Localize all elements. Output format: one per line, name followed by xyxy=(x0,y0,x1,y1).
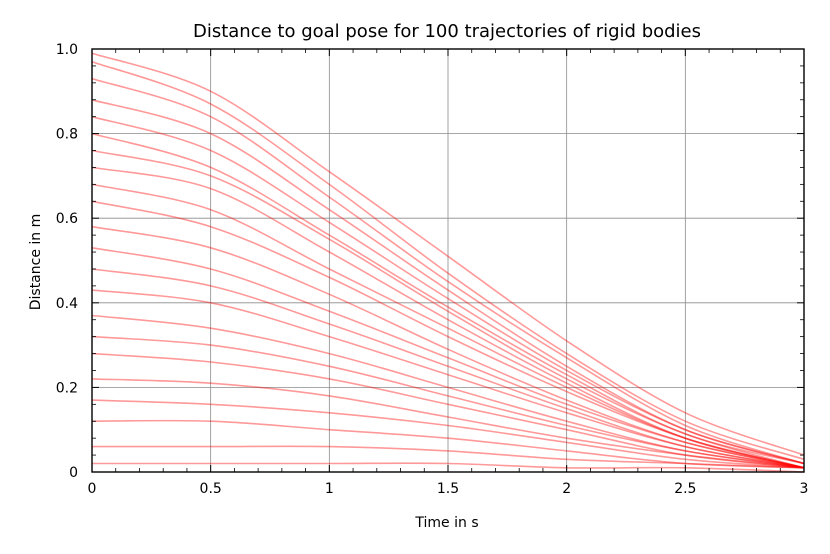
x-tick-label: 0.5 xyxy=(200,481,222,497)
trajectory-line xyxy=(91,115,805,465)
trajectory-lines xyxy=(91,52,805,473)
trajectory-line xyxy=(91,314,805,469)
trajectory-line xyxy=(91,268,805,469)
chart-title: Distance to goal pose for 100 trajectori… xyxy=(193,21,701,42)
y-axis-label: Distance in m xyxy=(28,214,44,311)
x-tick-label: 0 xyxy=(88,481,97,497)
y-axis-ticks: 0 0.2 0.4 0.6 0.8 1.0 xyxy=(56,42,804,481)
trajectory-line xyxy=(91,378,805,469)
trajectory-line xyxy=(91,166,805,469)
trajectory-line xyxy=(91,445,805,469)
x-axis-ticks: 0 0.5 1 1.5 2 2.5 3 xyxy=(88,49,809,497)
y-tick-label: 0.8 xyxy=(56,127,78,143)
x-tick-label: 1.5 xyxy=(437,481,459,497)
trajectory-line xyxy=(91,247,805,469)
trajectory-line xyxy=(91,132,805,465)
trajectory-line xyxy=(91,183,805,469)
trajectory-line xyxy=(91,99,805,465)
x-axis-label: Time in s xyxy=(414,515,478,531)
trajectory-line xyxy=(91,419,805,469)
grid xyxy=(92,49,804,472)
trajectory-line xyxy=(91,352,805,469)
x-tick-label: 1 xyxy=(325,481,334,497)
y-tick-label: 0 xyxy=(69,465,78,481)
y-tick-label: 0.4 xyxy=(56,296,78,312)
x-tick-label: 3 xyxy=(800,481,809,497)
trajectory-line xyxy=(91,225,805,469)
y-tick-label: 0.6 xyxy=(56,211,78,227)
trajectory-line xyxy=(91,52,805,456)
x-tick-label: 2 xyxy=(562,481,571,497)
trajectory-line xyxy=(91,200,805,469)
y-tick-label: 1.0 xyxy=(56,42,78,58)
trajectory-line xyxy=(91,289,805,469)
trajectory-line xyxy=(91,77,805,465)
x-tick-label: 2.5 xyxy=(674,481,696,497)
trajectory-line xyxy=(91,335,805,469)
y-tick-label: 0.2 xyxy=(56,380,78,396)
trajectory-line xyxy=(91,60,805,461)
trajectory-line xyxy=(91,399,805,469)
trajectory-line xyxy=(91,149,805,469)
